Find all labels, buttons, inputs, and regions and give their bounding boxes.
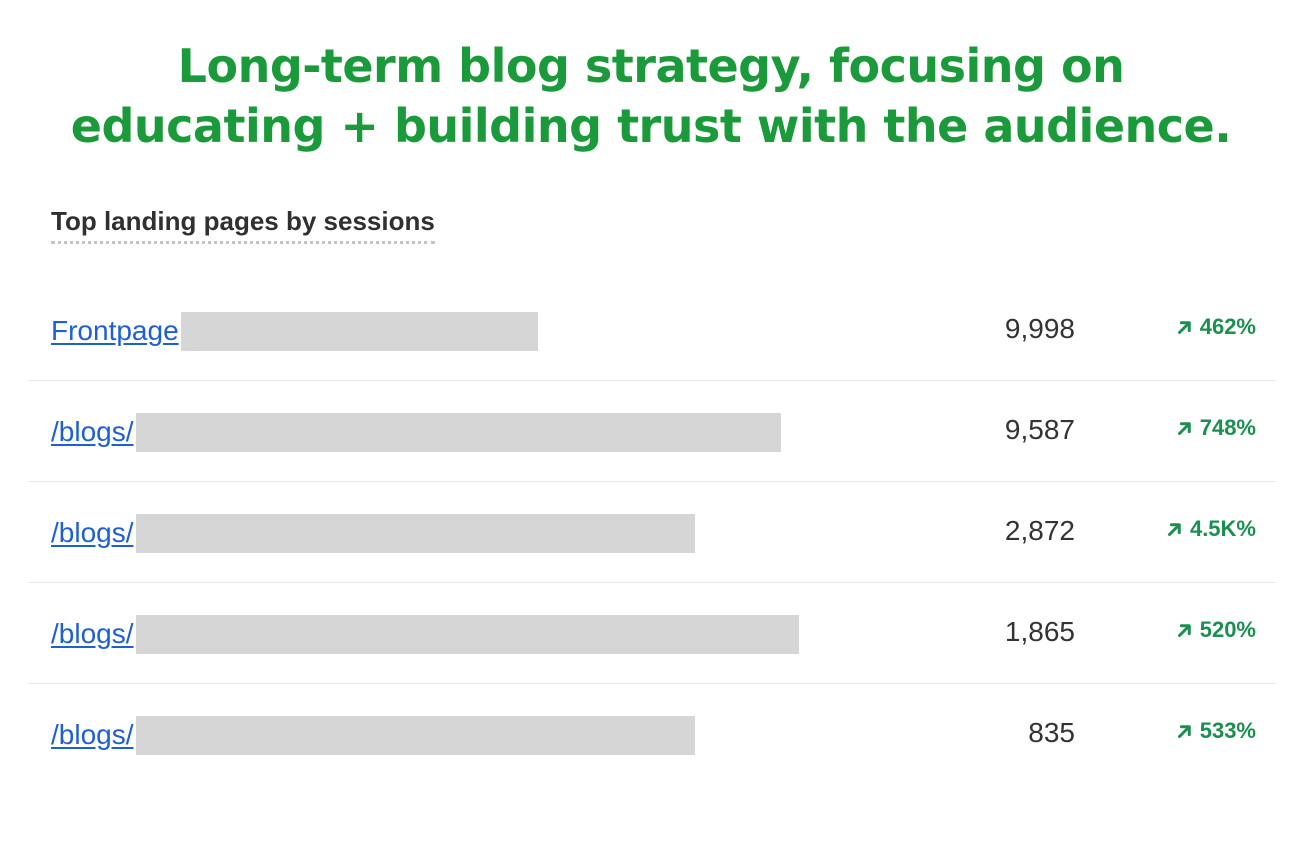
card-title[interactable]: Top landing pages by sessions [51, 206, 435, 244]
table-row: /blogs/ 2,872 4.5K% [28, 482, 1276, 583]
change-badge: 748% [1177, 415, 1256, 441]
redacted-url-block [135, 412, 781, 452]
arrow-up-right-icon [1177, 421, 1191, 435]
page-cell: /blogs/ [51, 614, 799, 654]
page-link[interactable]: /blogs/ [51, 618, 134, 649]
page-link[interactable]: /blogs/ [51, 517, 134, 548]
redacted-url-block [135, 614, 799, 654]
table-row: Frontpage 9,998 462% [28, 280, 1276, 381]
change-badge: 462% [1177, 314, 1256, 340]
change-badge: 520% [1177, 617, 1256, 643]
redacted-url-block [135, 513, 695, 553]
headline-line-2: educating + building trust with the audi… [70, 99, 1232, 153]
change-badge: 4.5K% [1167, 516, 1256, 542]
landing-pages-list: Frontpage 9,998 462% /blogs/ 9,587 748% [28, 280, 1276, 785]
change-value: 4.5K% [1189, 516, 1256, 541]
sessions-value: 2,872 [1004, 515, 1075, 546]
page-cell: /blogs/ [51, 715, 695, 755]
page-cell: /blogs/ [51, 513, 695, 553]
page-link[interactable]: /blogs/ [51, 719, 134, 750]
arrow-up-right-icon [1177, 320, 1191, 334]
change-badge: 533% [1177, 718, 1256, 744]
page-cell: /blogs/ [51, 412, 781, 452]
sessions-value: 835 [1028, 717, 1075, 748]
change-value: 533% [1199, 718, 1256, 743]
change-value: 462% [1199, 314, 1256, 339]
headline: Long-term blog strategy, focusing on edu… [0, 36, 1302, 156]
table-row: /blogs/ 1,865 520% [28, 583, 1276, 684]
arrow-up-right-icon [1167, 522, 1181, 536]
table-row: /blogs/ 9,587 748% [28, 381, 1276, 482]
sessions-value: 9,998 [1004, 313, 1075, 344]
arrow-up-right-icon [1177, 623, 1191, 637]
table-row: /blogs/ 835 533% [28, 684, 1276, 785]
redacted-url-block [180, 311, 538, 351]
change-value: 520% [1199, 617, 1256, 642]
page-link[interactable]: /blogs/ [51, 416, 134, 447]
page-link[interactable]: Frontpage [51, 315, 179, 346]
change-value: 748% [1199, 415, 1256, 440]
sessions-value: 1,865 [1004, 616, 1075, 647]
page-cell: Frontpage [51, 311, 538, 351]
sessions-value: 9,587 [1004, 414, 1075, 445]
arrow-up-right-icon [1177, 724, 1191, 738]
headline-line-1: Long-term blog strategy, focusing on [177, 39, 1125, 93]
redacted-url-block [135, 715, 695, 755]
